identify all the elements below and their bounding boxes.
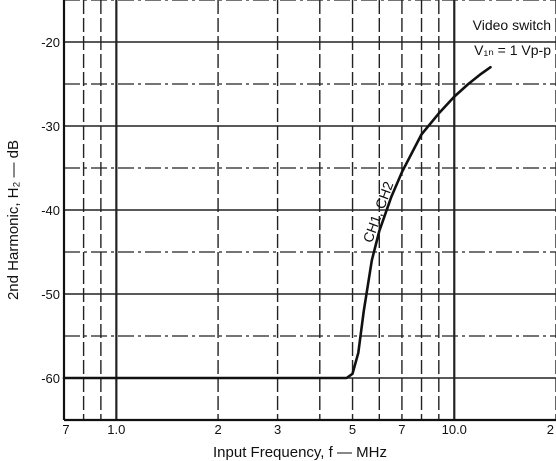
y-tick-label: -50 xyxy=(41,287,60,302)
x-tick-label: 1.0 xyxy=(107,422,125,437)
annotation-vin: V₁ₙ = 1 Vp-p xyxy=(474,42,551,58)
series-point xyxy=(357,352,360,354)
series-point xyxy=(318,377,321,379)
x-axis-label: Input Frequency, f — MHz xyxy=(213,444,387,461)
y-tick-label: -30 xyxy=(41,119,60,134)
series-point xyxy=(217,377,219,379)
annotation-video-switch: Video switch xyxy=(473,17,551,33)
series-point xyxy=(438,112,440,115)
plot-frame xyxy=(62,0,556,422)
x-tick-label: 10.0 xyxy=(442,422,467,437)
series-layer xyxy=(62,65,492,380)
x-tick-label: 2 xyxy=(214,422,221,437)
series-point xyxy=(401,171,403,173)
x-tick-label: 5 xyxy=(349,422,356,437)
grid-layer xyxy=(63,0,556,421)
series-point xyxy=(276,377,279,379)
y-axis-label: 2nd Harmonic, H₂ — dB xyxy=(5,140,22,300)
series-point xyxy=(467,83,470,85)
x-tick-label: 7 xyxy=(62,422,69,437)
series-point xyxy=(115,377,118,379)
series-point xyxy=(420,133,423,136)
x-tick-label: 7 xyxy=(398,422,405,437)
series-point xyxy=(370,259,373,262)
y-tick-label: -20 xyxy=(41,35,60,50)
x-tick-label: 2 xyxy=(547,422,554,437)
series-point xyxy=(390,196,392,199)
tick-labels: -20 -30 -40 -50 -60 7 1.0 2 3 5 7 10.0 2 xyxy=(41,35,554,437)
series-point xyxy=(453,95,456,98)
y-tick-label: -40 xyxy=(41,203,60,218)
x-tick-label: 3 xyxy=(274,422,281,437)
series-point xyxy=(63,377,65,379)
series-point xyxy=(378,230,381,232)
series-point xyxy=(351,373,354,375)
series-point xyxy=(345,377,348,379)
series-point xyxy=(489,66,492,68)
series-point xyxy=(480,73,482,75)
series-point xyxy=(363,310,365,312)
y-tick-label: -60 xyxy=(41,371,60,386)
series-label-ch1-ch2: CH1, CH2 xyxy=(360,179,397,245)
